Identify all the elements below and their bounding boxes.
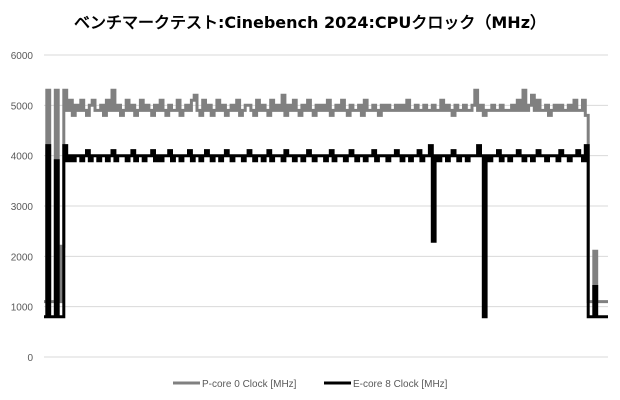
- series-line-e-core-8: [44, 144, 608, 319]
- y-tick-label: 6000: [11, 51, 34, 62]
- y-tick-label: 0: [27, 353, 33, 364]
- legend: P-core 0 Clock [MHz] E-core 8 Clock [MHz…: [173, 379, 448, 390]
- legend-label-p-core-0: P-core 0 Clock [MHz]: [202, 379, 297, 390]
- y-tick-label: 1000: [11, 303, 34, 314]
- y-tick-label: 2000: [11, 252, 34, 263]
- y-tick-label: 3000: [11, 202, 34, 213]
- y-tick-label: 5000: [11, 101, 34, 112]
- y-axis-ticks: 0 1000 2000 3000 4000 5000 6000: [11, 51, 34, 364]
- series-line-p-core-0: [44, 88, 608, 304]
- y-tick-label: 4000: [11, 152, 34, 163]
- chart-title: ベンチマークテスト:Cinebench 2024:CPUクロック（MHz）: [74, 13, 546, 32]
- legend-label-e-core-8: E-core 8 Clock [MHz]: [353, 379, 448, 390]
